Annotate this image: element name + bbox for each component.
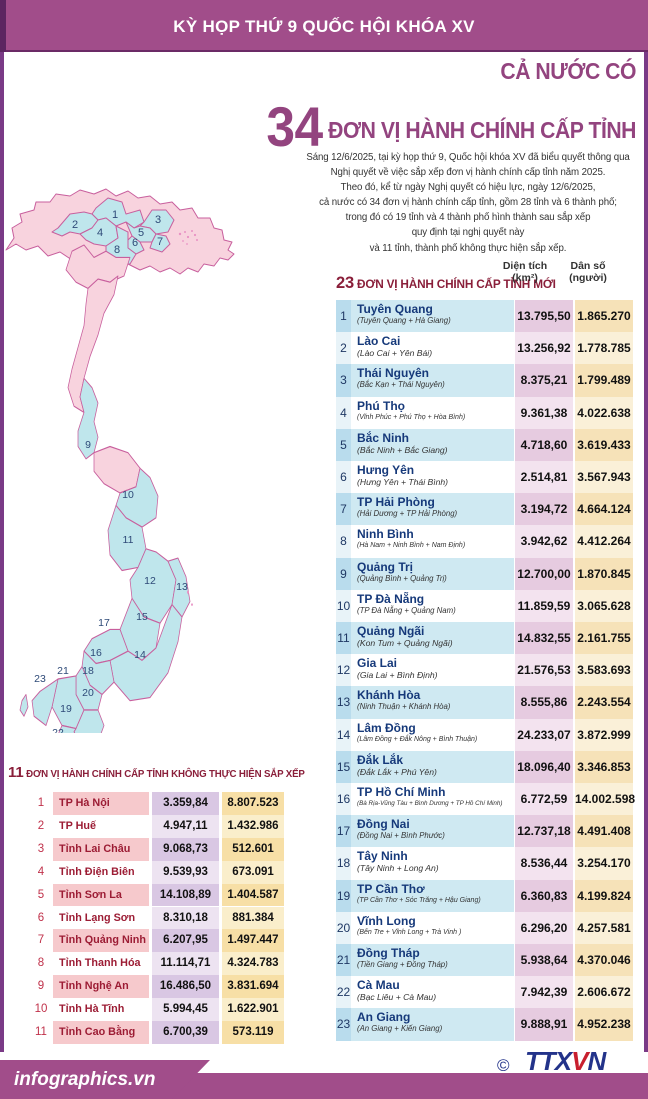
svg-text:18: 18	[82, 665, 94, 677]
svg-text:19: 19	[60, 703, 72, 715]
svg-text:15: 15	[136, 611, 148, 623]
svg-text:13: 13	[176, 581, 188, 593]
svg-text:4: 4	[97, 227, 103, 239]
svg-text:22: 22	[52, 727, 64, 733]
svg-text:12: 12	[144, 575, 156, 587]
svg-text:14: 14	[134, 649, 146, 661]
svg-text:16: 16	[90, 647, 102, 659]
svg-text:7: 7	[157, 236, 163, 248]
svg-text:21: 21	[57, 665, 69, 677]
svg-text:17: 17	[98, 617, 110, 629]
svg-text:2: 2	[72, 219, 78, 231]
svg-text:11: 11	[123, 534, 134, 546]
svg-text:1: 1	[112, 209, 118, 221]
svg-text:10: 10	[122, 489, 134, 501]
svg-text:20: 20	[82, 687, 94, 699]
svg-text:8: 8	[114, 244, 120, 256]
svg-text:23: 23	[34, 673, 46, 685]
svg-text:3: 3	[155, 214, 161, 226]
svg-text:6: 6	[132, 237, 138, 249]
svg-text:9: 9	[85, 439, 91, 451]
svg-text:5: 5	[138, 227, 144, 239]
